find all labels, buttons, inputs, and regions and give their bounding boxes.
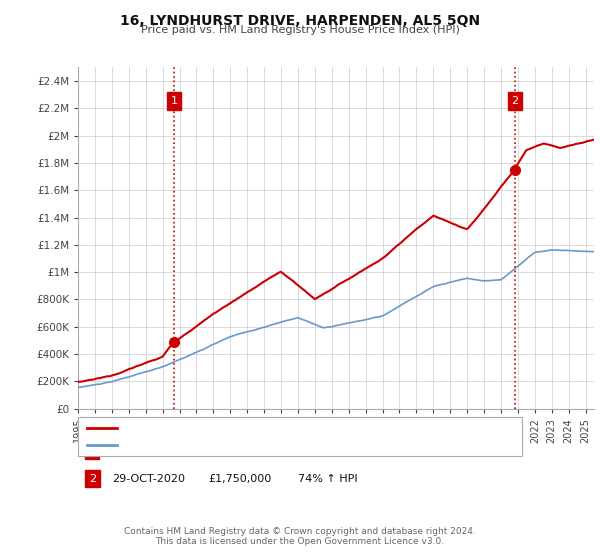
Text: 16, LYNDHURST DRIVE, HARPENDEN, AL5 5QN (detached house): 16, LYNDHURST DRIVE, HARPENDEN, AL5 5QN … bbox=[123, 423, 458, 433]
Text: 16, LYNDHURST DRIVE, HARPENDEN, AL5 5QN: 16, LYNDHURST DRIVE, HARPENDEN, AL5 5QN bbox=[120, 14, 480, 28]
Text: 31-AUG-2000: 31-AUG-2000 bbox=[112, 446, 187, 456]
Text: 2: 2 bbox=[511, 96, 518, 106]
Text: 1: 1 bbox=[89, 446, 96, 456]
Text: HPI: Average price, detached house, St Albans: HPI: Average price, detached house, St A… bbox=[123, 440, 365, 450]
Text: 41% ↑ HPI: 41% ↑ HPI bbox=[298, 446, 358, 456]
Text: 2: 2 bbox=[89, 474, 96, 484]
Text: £1,750,000: £1,750,000 bbox=[208, 474, 271, 484]
Text: £490,000: £490,000 bbox=[208, 446, 261, 456]
Text: 74% ↑ HPI: 74% ↑ HPI bbox=[298, 474, 358, 484]
Text: 29-OCT-2020: 29-OCT-2020 bbox=[112, 474, 185, 484]
Text: Price paid vs. HM Land Registry's House Price Index (HPI): Price paid vs. HM Land Registry's House … bbox=[140, 25, 460, 35]
Text: 1: 1 bbox=[170, 96, 178, 106]
Text: Contains HM Land Registry data © Crown copyright and database right 2024.
This d: Contains HM Land Registry data © Crown c… bbox=[124, 526, 476, 546]
